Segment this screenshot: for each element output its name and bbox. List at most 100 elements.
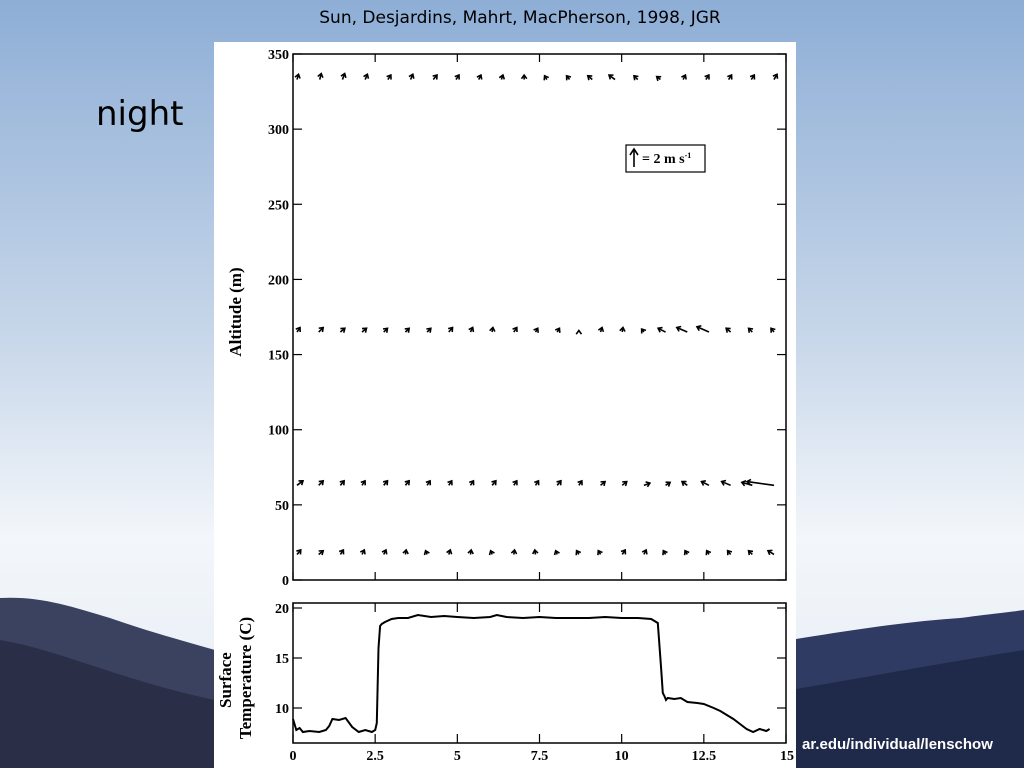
- wind-vector-head: [386, 73, 392, 80]
- wind-vector-head: [340, 327, 346, 333]
- wind-vector-head: [362, 327, 368, 333]
- wind-vector-head: [510, 548, 518, 555]
- wind-vector-head: [432, 74, 438, 80]
- altitude-axis-title: Altitude (m): [226, 267, 245, 356]
- scale-key-arrowhead: [629, 147, 639, 156]
- wind-vector-head: [318, 479, 325, 486]
- wind-vector-head: [622, 480, 628, 487]
- wind-vector-head: [619, 326, 626, 332]
- wind-vector-head: [575, 329, 583, 335]
- wind-vector-head: [770, 327, 776, 333]
- wind-vector-head: [749, 73, 756, 80]
- wind-vector-head: [426, 327, 432, 333]
- wind-vector-head: [488, 549, 495, 556]
- wind-vector-head: [446, 548, 453, 555]
- citation-title: Sun, Desjardins, Mahrt, MacPherson, 1998…: [319, 8, 721, 28]
- altitude-tick-label: 350: [268, 48, 289, 63]
- wind-vector-head: [404, 479, 411, 486]
- altitude-tick-label: 150: [268, 349, 289, 364]
- wind-vector-head: [607, 74, 614, 80]
- wind-vector-head: [577, 479, 583, 486]
- wind-vector-head: [382, 479, 389, 486]
- wind-vector-head: [318, 549, 325, 556]
- wind-vector-head: [402, 548, 409, 555]
- wind-vector: [701, 480, 710, 487]
- wind-vector-head: [423, 549, 430, 556]
- wind-vector-head: [447, 326, 454, 333]
- wind-vector-head: [656, 326, 663, 333]
- wind-vector-head: [705, 549, 712, 556]
- wind-vector-head: [359, 548, 366, 555]
- wind-vector-head: [725, 327, 731, 333]
- temperature-axis-title: Surface Temperature (C): [216, 617, 255, 739]
- wind-vector-head: [338, 548, 345, 555]
- surface-temperature-line: [292, 613, 771, 734]
- wind-vector-head: [295, 326, 301, 333]
- wind-vector-head: [726, 549, 733, 556]
- wind-vector-head: [640, 327, 647, 334]
- wind-vector-head: [532, 548, 539, 555]
- wind-vector-head: [747, 327, 754, 333]
- wind-vector: [741, 481, 753, 487]
- wind-vector-head: [363, 73, 370, 79]
- wind-vector-head: [360, 479, 367, 486]
- wind-vector-head: [317, 72, 324, 79]
- temperature-tick-label: 20: [275, 602, 289, 617]
- source-url: ar.edu/individual/lenschow: [802, 736, 993, 753]
- wind-vector: [746, 480, 775, 487]
- altitude-tick-label: 250: [268, 198, 289, 213]
- wind-vector-head: [586, 74, 593, 81]
- wind-vector-head: [645, 481, 652, 488]
- wind-vector-head: [700, 480, 707, 486]
- temperature-tick-label: 15: [275, 652, 289, 667]
- wind-vector-head: [318, 326, 325, 333]
- wind-vector-head: [298, 480, 305, 486]
- wind-vector-head: [556, 479, 562, 486]
- time-tick-label: 2.5: [366, 749, 384, 764]
- wind-vector-head: [565, 74, 572, 81]
- wind-vector-head: [454, 73, 460, 80]
- wind-vector-head: [468, 326, 475, 333]
- wind-vector-head: [467, 548, 474, 555]
- wind-vector-head: [720, 479, 727, 486]
- wind-vector-head: [408, 73, 415, 79]
- altitude-tick-label: 200: [268, 273, 289, 288]
- time-tick-label: 10: [615, 749, 629, 764]
- time-tick-label: 15: [780, 749, 794, 764]
- wind-vector-head: [575, 549, 582, 556]
- scale-key: = 2 m s-1: [625, 144, 706, 173]
- wind-vector-head: [597, 549, 603, 556]
- wind-vector-head: [655, 75, 662, 82]
- time-tick-label: 7.5: [531, 749, 549, 764]
- wind-vector-head: [381, 548, 388, 555]
- wind-vector-head: [512, 326, 518, 333]
- temperature-plot-frame: [292, 602, 787, 744]
- wind-vector-head: [740, 480, 747, 487]
- wind-vector-head: [296, 548, 302, 555]
- wind-vector-head: [498, 73, 506, 80]
- wind-vector-head: [683, 549, 690, 556]
- wind-vector: [721, 480, 731, 487]
- surface-temperature-chart: 10 15 20 0 2.5 5 7.5 10 12.5 15 Surface Temperat…: [216, 602, 794, 764]
- wind-vector-head: [533, 327, 539, 333]
- wind-vector-head: [681, 73, 687, 80]
- wind-vector-head: [339, 479, 345, 486]
- wind-vector-head: [641, 548, 648, 555]
- wind-vector-head: [772, 73, 779, 79]
- wind-vector-head: [727, 73, 733, 80]
- wind-vector-head: [534, 479, 540, 486]
- wind-vector-head: [695, 325, 702, 332]
- altitude-tick-label: 300: [268, 123, 289, 138]
- wind-vector-head: [600, 480, 607, 487]
- wind-vector-head: [665, 481, 672, 487]
- wind-vector-head: [543, 74, 550, 81]
- vector-plot-frame: [292, 53, 787, 581]
- scale-key-box: [625, 144, 706, 173]
- wind-vector-chart: 0 50 100 150 200 250 300 350 = 2 m s-1 Altitude…: [226, 48, 787, 589]
- wind-vector: [657, 327, 666, 333]
- wind-vector-head: [766, 549, 773, 556]
- time-tick-label: 5: [454, 749, 461, 764]
- altitude-tick-label: 100: [268, 424, 289, 439]
- altitude-tick-label: 0: [282, 574, 289, 589]
